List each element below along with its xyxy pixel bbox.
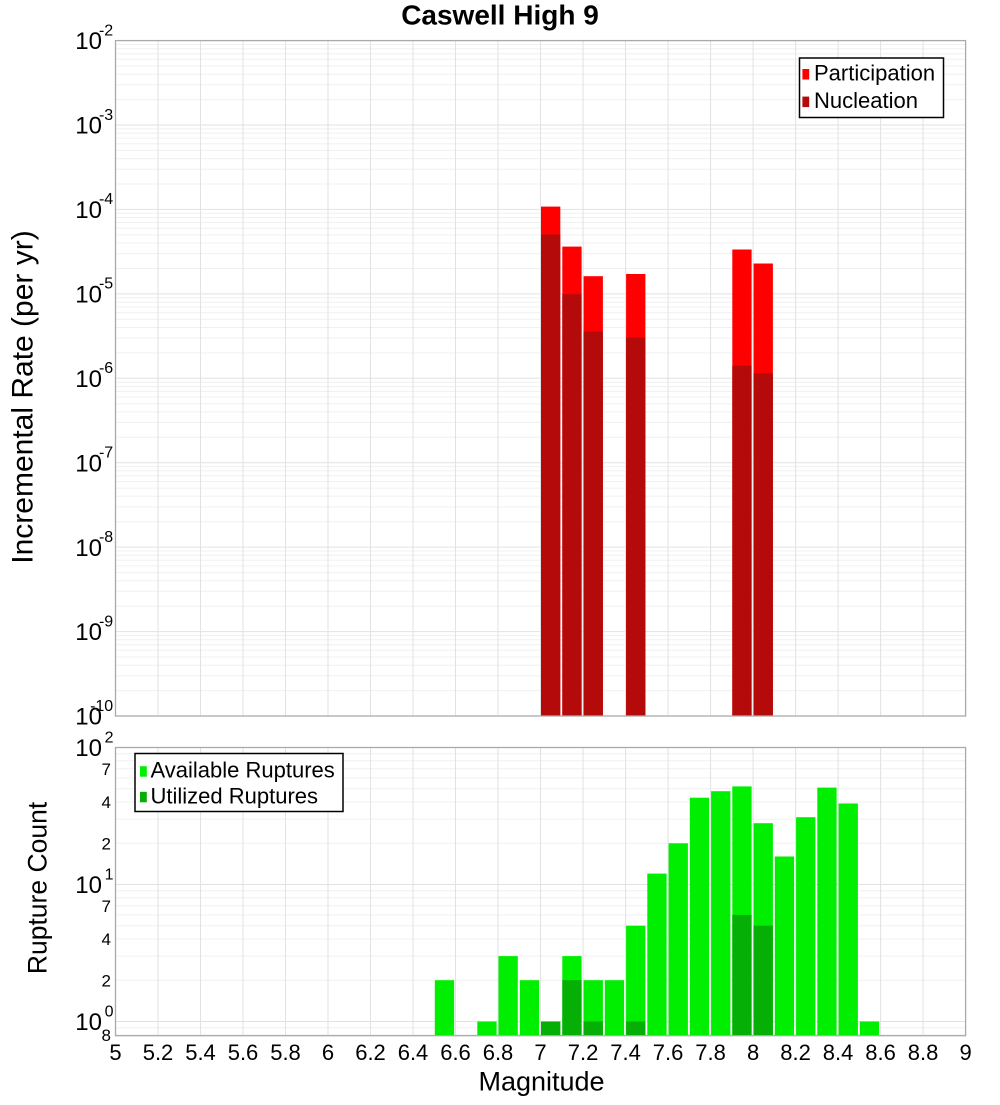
svg-text:6.8: 6.8 <box>483 1040 514 1065</box>
svg-text:10: 10 <box>75 28 102 55</box>
svg-text:7: 7 <box>534 1040 546 1065</box>
svg-text:Incremental Rate (per yr): Incremental Rate (per yr) <box>7 230 40 563</box>
svg-text:Utilized Ruptures: Utilized Ruptures <box>151 783 319 808</box>
svg-text:8.8: 8.8 <box>908 1040 939 1065</box>
svg-text:-10: -10 <box>90 698 113 715</box>
svg-text:2: 2 <box>105 729 114 746</box>
svg-text:0: 0 <box>105 1003 114 1020</box>
svg-text:2: 2 <box>102 971 111 990</box>
svg-text:4: 4 <box>102 930 111 949</box>
svg-text:-3: -3 <box>99 107 113 124</box>
svg-text:8.6: 8.6 <box>865 1040 896 1065</box>
svg-text:2: 2 <box>102 835 111 854</box>
svg-text:10: 10 <box>75 1009 102 1036</box>
svg-text:-6: -6 <box>99 360 113 377</box>
svg-text:6.2: 6.2 <box>355 1040 386 1065</box>
svg-text:Caswell High 9: Caswell High 9 <box>401 0 599 31</box>
svg-text:Magnitude: Magnitude <box>478 1067 604 1097</box>
svg-text:7.2: 7.2 <box>568 1040 599 1065</box>
svg-text:Rupture Count: Rupture Count <box>22 801 52 974</box>
svg-text:7.6: 7.6 <box>653 1040 684 1065</box>
svg-text:8.2: 8.2 <box>780 1040 811 1065</box>
svg-text:Participation: Participation <box>814 60 935 85</box>
svg-text:5.6: 5.6 <box>228 1040 259 1065</box>
svg-text:7.4: 7.4 <box>610 1040 641 1065</box>
svg-text:9: 9 <box>959 1040 971 1065</box>
svg-text:7.8: 7.8 <box>695 1040 726 1065</box>
svg-text:-8: -8 <box>99 529 113 546</box>
svg-text:10: 10 <box>75 535 102 562</box>
svg-text:5.2: 5.2 <box>143 1040 174 1065</box>
svg-text:-9: -9 <box>99 613 113 630</box>
svg-text:5.8: 5.8 <box>270 1040 301 1065</box>
svg-text:1: 1 <box>105 866 114 883</box>
svg-text:10: 10 <box>75 113 102 140</box>
svg-text:8: 8 <box>102 1026 111 1045</box>
svg-text:Nucleation: Nucleation <box>814 88 918 113</box>
svg-text:8: 8 <box>747 1040 759 1065</box>
svg-text:6.4: 6.4 <box>398 1040 429 1065</box>
svg-text:10: 10 <box>75 619 102 646</box>
svg-text:4: 4 <box>102 793 111 812</box>
svg-text:7: 7 <box>102 897 111 916</box>
svg-text:-7: -7 <box>99 445 113 462</box>
svg-text:5.4: 5.4 <box>185 1040 216 1065</box>
svg-text:6.6: 6.6 <box>440 1040 471 1065</box>
svg-text:Available Ruptures: Available Ruptures <box>151 758 335 783</box>
svg-text:7: 7 <box>102 760 111 779</box>
svg-text:-2: -2 <box>99 22 113 39</box>
svg-text:10: 10 <box>75 450 102 477</box>
svg-text:10: 10 <box>75 704 102 731</box>
svg-text:10: 10 <box>75 872 102 899</box>
svg-text:-5: -5 <box>99 276 113 293</box>
svg-text:5: 5 <box>109 1040 121 1065</box>
svg-text:8.4: 8.4 <box>823 1040 854 1065</box>
svg-text:10: 10 <box>75 735 102 762</box>
svg-text:10: 10 <box>75 197 102 224</box>
svg-text:-4: -4 <box>99 191 113 208</box>
svg-text:6: 6 <box>322 1040 334 1065</box>
svg-text:10: 10 <box>75 366 102 393</box>
svg-text:10: 10 <box>75 282 102 309</box>
